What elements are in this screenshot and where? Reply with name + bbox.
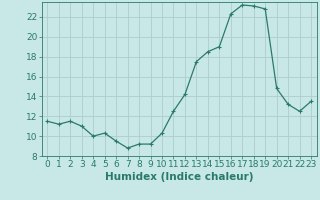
X-axis label: Humidex (Indice chaleur): Humidex (Indice chaleur) (105, 172, 253, 182)
